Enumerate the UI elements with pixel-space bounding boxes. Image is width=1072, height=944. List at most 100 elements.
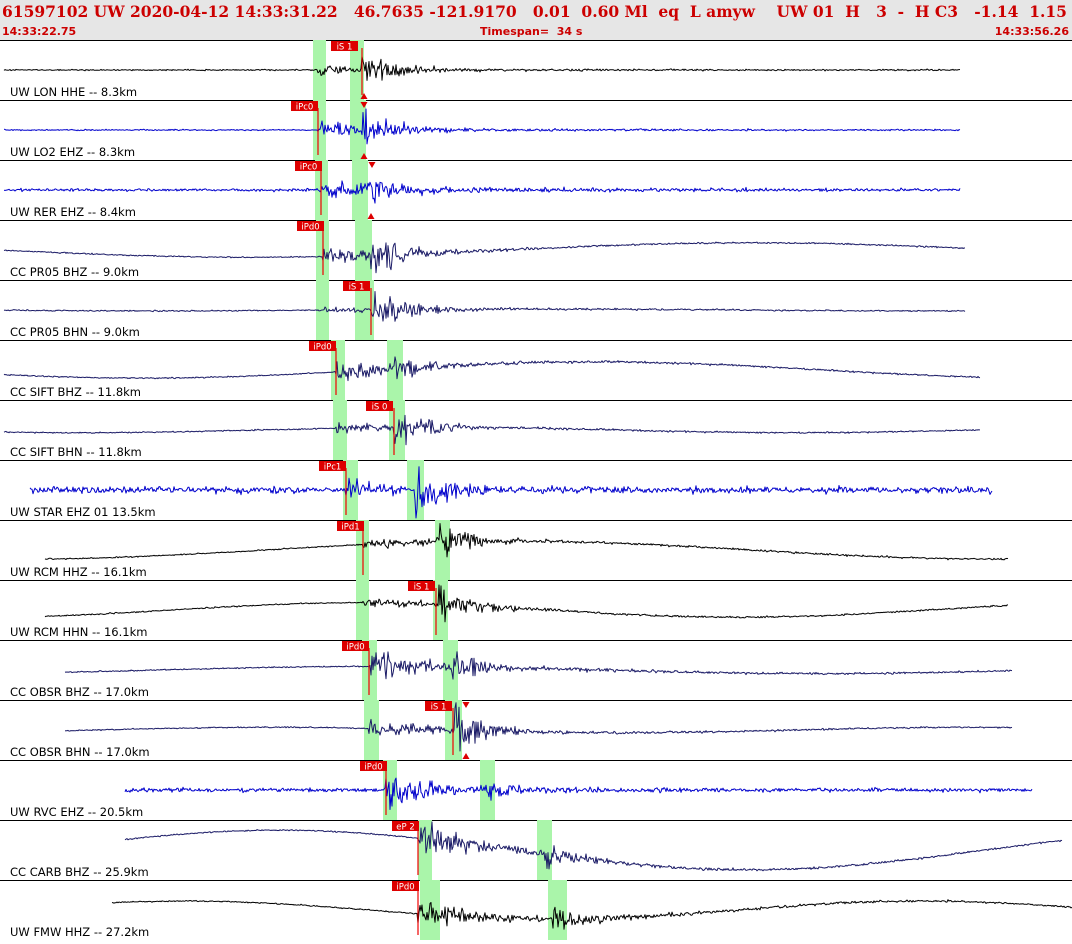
station-label: CC SIFT BHZ -- 11.8km [10,385,141,399]
trace-panel[interactable]: eP 2 CC CARB BHZ -- 25.9km [0,820,1072,880]
phase-pick-label: iS 1 [414,582,430,592]
station-label: UW RER EHZ -- 8.4km [10,205,136,219]
station-label: CC OBSR BHN -- 17.0km [10,745,150,759]
amplitude-marker-up-icon[interactable] [367,213,375,219]
trace-panel[interactable]: iS 1 CC PR05 BHN -- 9.0km [0,280,1072,340]
phase-pick-label-box[interactable] [331,41,358,51]
waveform-trace[interactable] [3,356,981,382]
trace-panel[interactable]: iS 1 CC OBSR BHN -- 17.0km [0,700,1072,760]
phase-pick-label: eP 2 [396,822,414,832]
phase-pick-label-box[interactable] [297,221,324,231]
pick-window-highlight[interactable] [313,100,326,160]
pick-window-highlight[interactable] [548,880,567,940]
trace-panel[interactable]: iPc0 UW RER EHZ -- 8.4km [0,160,1072,220]
phase-pick-label: iPd0 [364,762,382,772]
phase-pick-label-box[interactable] [392,821,419,831]
trace-panel[interactable]: iS 1 UW LON HHE -- 8.3km [0,40,1072,100]
trace-panel[interactable]: iPd0 CC SIFT BHZ -- 11.8km [0,340,1072,400]
trace-panel-background [0,400,1072,460]
station-label: CC CARB BHZ -- 25.9km [10,865,149,879]
pick-window-highlight[interactable] [537,820,552,880]
waveform-trace[interactable] [3,108,961,145]
station-label: UW FMW HHZ -- 27.2km [10,925,149,939]
event-header: 61597102 UW 2020-04-12 14:33:31.22 46.76… [0,0,1072,40]
phase-pick-label-box[interactable] [342,641,369,651]
phase-pick-label-box[interactable] [408,581,435,591]
phase-pick-label-box[interactable] [291,101,318,111]
pick-window-highlight[interactable] [355,220,372,280]
phase-pick-label-box[interactable] [337,521,364,531]
pick-window-highlight[interactable] [356,580,369,640]
trace-panel[interactable]: iPd0 UW RVC EHZ -- 20.5km [0,760,1072,820]
trace-panel-background [0,880,1072,940]
phase-pick-label-box[interactable] [425,701,452,711]
waveform-trace[interactable] [29,466,993,519]
end-time-label: 14:33:56.26 [994,25,1069,38]
phase-pick-label: iPc0 [300,162,318,172]
amplitude-marker-down-icon[interactable] [360,102,368,108]
pick-window-highlight[interactable] [389,400,405,460]
phase-pick-label: iS 1 [431,702,447,712]
pick-window-highlight[interactable] [420,880,440,940]
trace-panel[interactable]: iPd0 CC PR05 BHZ -- 9.0km [0,220,1072,280]
trace-panel-background [0,520,1072,580]
phase-pick-label-box[interactable] [309,341,336,351]
trace-panel[interactable]: iS 0 CC SIFT BHN -- 11.8km [0,400,1072,460]
pick-window-highlight[interactable] [435,520,450,580]
station-label: UW RCM HHN -- 16.1km [10,625,147,639]
waveform-trace[interactable] [111,899,1072,930]
seismogram-panel-stack[interactable]: iS 1 UW LON HHE -- 8.3km iPc0 UW LO2 EHZ --… [0,40,1072,940]
waveform-trace[interactable] [64,702,1013,752]
amplitude-marker-up-icon[interactable] [360,93,368,99]
phase-pick-label: iPc0 [296,102,314,112]
station-label: CC PR05 BHN -- 9.0km [10,325,140,339]
waveform-trace[interactable] [64,651,1013,680]
station-label: UW RCM HHZ -- 16.1km [10,565,147,579]
trace-panel[interactable]: iPd0 CC OBSR BHZ -- 17.0km [0,640,1072,700]
phase-pick-label: iPd0 [313,342,331,352]
waveform-trace[interactable] [44,523,1009,561]
phase-pick-label: iPd0 [346,642,364,652]
trace-panel[interactable]: iPc0 UW LO2 EHZ -- 8.3km [0,100,1072,160]
waveform-trace[interactable] [3,241,965,274]
amplitude-marker-down-icon[interactable] [368,162,376,168]
phase-pick-label-box[interactable] [319,461,346,471]
waveform-trace[interactable] [3,291,966,322]
phase-pick-label-box[interactable] [295,161,322,171]
pick-window-highlight[interactable] [443,640,458,700]
waveform-trace[interactable] [124,777,1033,810]
phase-pick-label-box[interactable] [360,761,387,771]
trace-panel[interactable]: iS 1 UW RCM HHN -- 16.1km [0,580,1072,640]
station-label: UW RVC EHZ -- 20.5km [10,805,143,819]
trace-panel[interactable]: iPd0 UW FMW HHZ -- 27.2km [0,880,1072,940]
pick-window-highlight[interactable] [333,400,347,460]
trace-panel-background [0,820,1072,880]
station-label: CC OBSR BHZ -- 17.0km [10,685,149,699]
trace-panel[interactable]: iPc1 UW STAR EHZ 01 13.5km [0,460,1072,520]
phase-pick-label: iPc1 [324,462,342,472]
waveform-trace[interactable] [3,180,961,204]
waveform-trace[interactable] [44,584,1009,623]
trace-panel[interactable]: iPd1 UW RCM HHZ -- 16.1km [0,520,1072,580]
phase-pick-label-box[interactable] [366,401,393,411]
waveform-trace[interactable] [3,55,961,81]
trace-panel-background [0,340,1072,400]
phase-pick-label: iS 1 [349,282,365,292]
station-label: CC SIFT BHN -- 11.8km [10,445,142,459]
trace-panel-background [0,700,1072,760]
waveform-trace[interactable] [3,414,980,446]
amplitude-marker-up-icon[interactable] [360,153,368,159]
seismogram-canvas[interactable]: iS 1 UW LON HHE -- 8.3km iPc0 UW LO2 EHZ --… [0,40,1072,940]
phase-pick-label: iPd0 [396,882,414,892]
event-summary-line: 61597102 UW 2020-04-12 14:33:31.22 46.76… [2,2,1067,21]
pick-window-highlight[interactable] [364,700,379,760]
phase-pick-label-box[interactable] [343,281,370,291]
trace-panel-background [0,220,1072,280]
phase-pick-label-box[interactable] [392,881,419,891]
pick-window-highlight[interactable] [480,760,495,820]
pick-window-highlight[interactable] [387,340,403,400]
waveform-trace[interactable] [124,821,1063,872]
amplitude-marker-down-icon[interactable] [462,702,470,708]
pick-window-highlight[interactable] [350,40,364,100]
amplitude-marker-up-icon[interactable] [462,753,470,759]
